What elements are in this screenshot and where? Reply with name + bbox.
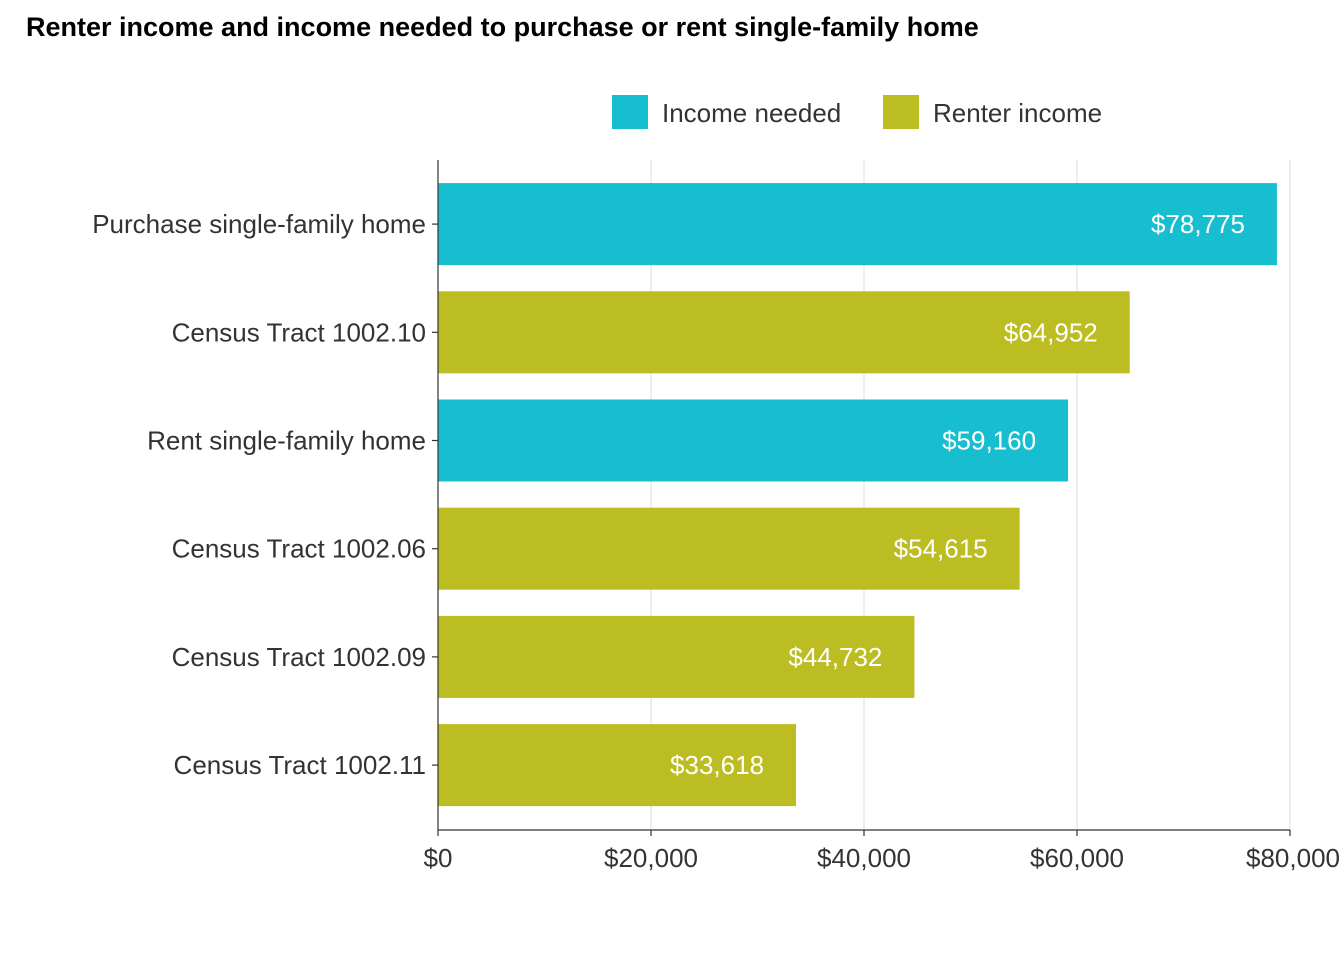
legend-swatch-0 xyxy=(612,95,648,129)
bars: $78,775 $64,952 $59,160 $54,615 $44,732 $33,6… xyxy=(438,183,1277,807)
bar-value-label-3: $54,615 xyxy=(894,534,988,564)
y-tick-label-0: Purchase single-family home xyxy=(92,209,426,239)
x-tick-label-2: $40,000 xyxy=(817,843,911,873)
y-tick-label-4: Census Tract 1002.09 xyxy=(172,642,426,672)
y-tick-label-2: Rent single-family home xyxy=(147,426,426,456)
bar-2 xyxy=(438,399,1069,482)
x-tick-label-1: $20,000 xyxy=(604,843,698,873)
bar-value-label-4: $44,732 xyxy=(788,642,882,672)
tick-labels: Purchase single-family home Census Tract … xyxy=(92,209,1340,873)
bar-4 xyxy=(438,615,915,698)
bar-3 xyxy=(438,507,1020,590)
x-tick-label-0: $0 xyxy=(424,843,453,873)
y-tick-label-3: Census Tract 1002.06 xyxy=(172,534,426,564)
bar-1 xyxy=(438,291,1130,374)
y-tick-label-1: Census Tract 1002.10 xyxy=(172,317,426,347)
legend-swatch-1 xyxy=(883,95,919,129)
bar-5 xyxy=(438,724,797,807)
legend-label-0: Income needed xyxy=(662,98,841,128)
bar-0 xyxy=(438,183,1277,266)
gridlines xyxy=(650,160,1291,830)
bar-value-label-2: $59,160 xyxy=(942,426,1036,456)
chart-title: Renter income and income needed to purch… xyxy=(26,12,979,42)
bar-value-label-5: $33,618 xyxy=(670,750,764,780)
x-tick-label-4: $80,000 xyxy=(1246,843,1340,873)
x-tick-label-3: $60,000 xyxy=(1030,843,1124,873)
bar-value-label-1: $64,952 xyxy=(1004,317,1098,347)
legend-label-1: Renter income xyxy=(933,98,1102,128)
bar-value-label-0: $78,775 xyxy=(1151,209,1245,239)
y-tick-label-5: Census Tract 1002.11 xyxy=(174,750,426,780)
legend: Income needed Renter income xyxy=(612,95,1102,129)
